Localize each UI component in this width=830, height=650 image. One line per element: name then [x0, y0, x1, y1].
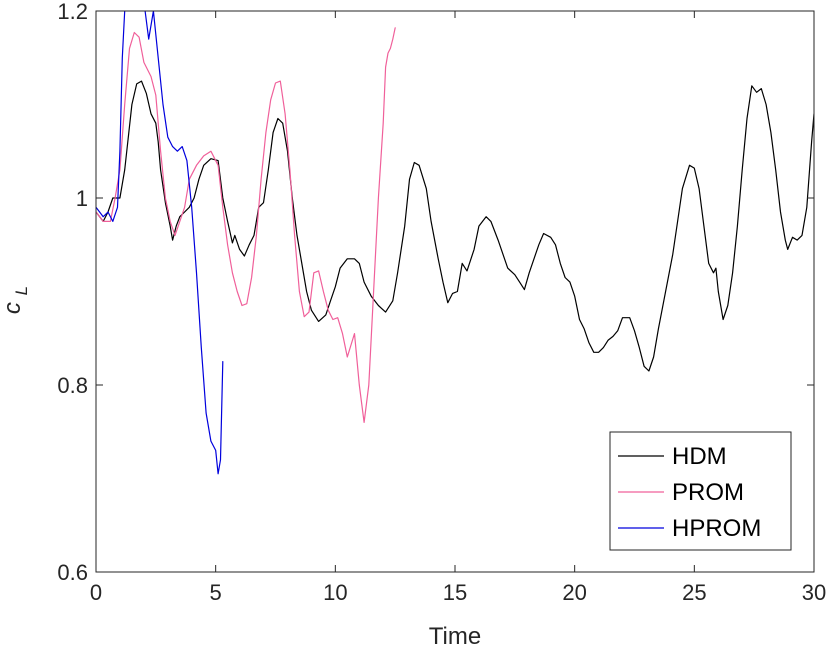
y-axis-label-main: c: [0, 302, 26, 314]
x-tick-label: 15: [443, 580, 467, 605]
y-tick-label: 1: [76, 186, 88, 211]
series-layer: [96, 11, 814, 475]
x-tick-label: 5: [210, 580, 222, 605]
legend-label-prom: PROM: [672, 479, 744, 506]
series-line-hprom: [96, 11, 224, 475]
x-tick-label: 20: [562, 580, 586, 605]
x-axis-label: Time: [429, 623, 481, 650]
y-tick-label: 0.8: [57, 373, 88, 398]
x-tick-label: 0: [90, 580, 102, 605]
y-axis-label-sub: L: [12, 286, 31, 295]
series-line-hdm: [96, 80, 814, 372]
y-axis-label: c L: [0, 286, 31, 314]
series-line-prom: [96, 27, 396, 423]
legend-label-hprom: HPROM: [672, 515, 761, 542]
y-tick-label: 1.2: [57, 0, 88, 24]
legend-box: [609, 431, 792, 551]
legend: HDM PROM HPROM: [609, 431, 792, 551]
axes-layer: 0 5 10 15 20 25 30 0.6 0.8 1 1.2: [57, 0, 826, 605]
x-tick-label: 10: [323, 580, 347, 605]
legend-label-hdm: HDM: [672, 443, 727, 470]
x-tick-label: 25: [682, 580, 706, 605]
y-tick-label: 0.6: [57, 560, 88, 585]
x-tick-label: 30: [802, 580, 826, 605]
